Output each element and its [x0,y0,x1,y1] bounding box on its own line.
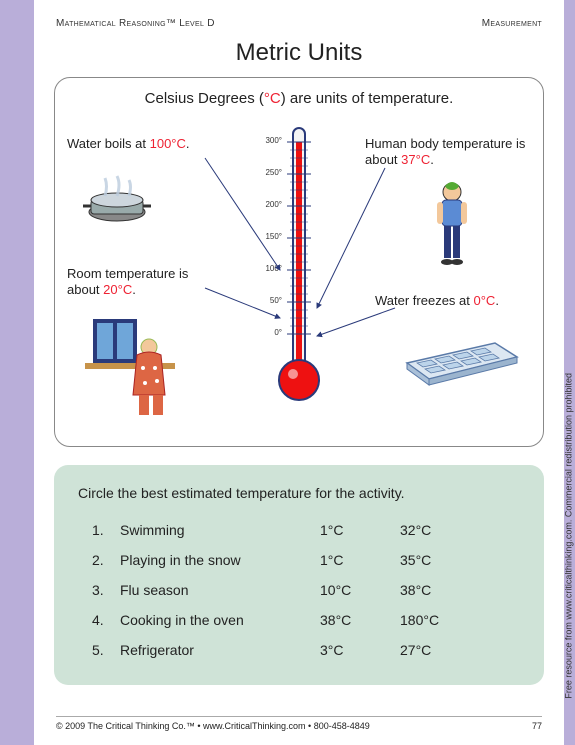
person-standing-icon [425,180,480,280]
info-panel: Celsius Degrees (°C) are units of temper… [54,77,544,447]
person-pajamas-icon [85,313,195,423]
row-opt-b[interactable]: 38°C [400,582,480,598]
tick-150: 150° [262,232,282,241]
thermometer: 300° 250° 200° 150° 100° 50° 0° [264,122,334,427]
label-boil: Water boils at 100°C. [67,136,227,152]
row-num: 3. [92,582,120,598]
row-opt-b[interactable]: 27°C [400,642,480,658]
footer-page: 77 [532,721,542,731]
tick-300: 300° [262,136,282,145]
row-num: 5. [92,642,120,658]
row-opt-a[interactable]: 3°C [320,642,400,658]
tick-100: 100° [262,264,282,273]
row-num: 2. [92,552,120,568]
worksheet-page: Mathematical Reasoning™ Level D Measurem… [34,0,564,745]
row-opt-a[interactable]: 10°C [320,582,400,598]
question-row: 2.Playing in the snow1°C35°C [78,545,520,575]
question-row: 5.Refrigerator3°C27°C [78,635,520,665]
label-room: Room temperature is about 20°C. [67,266,217,299]
row-opt-a[interactable]: 38°C [320,612,400,628]
header-left: Mathematical Reasoning™ Level D [56,18,215,29]
ice-tray-icon [395,323,525,393]
row-activity: Cooking in the oven [120,612,320,628]
label-body: Human body temperature is about 37°C. [365,136,535,169]
row-num: 1. [92,522,120,538]
question-row: 4.Cooking in the oven38°C180°C [78,605,520,635]
row-activity: Swimming [120,522,320,538]
row-opt-b[interactable]: 35°C [400,552,480,568]
row-activity: Refrigerator [120,642,320,658]
footer-left: © 2009 The Critical Thinking Co.™ • www.… [56,721,370,731]
tick-250: 250° [262,168,282,177]
question-panel: Circle the best estimated temperature fo… [54,465,544,685]
tick-0: 0° [262,328,282,337]
row-opt-a[interactable]: 1°C [320,552,400,568]
row-num: 4. [92,612,120,628]
tick-200: 200° [262,200,282,209]
tick-50: 50° [262,296,282,305]
footer: © 2009 The Critical Thinking Co.™ • www.… [56,716,542,731]
question-rows: 1.Swimming1°C32°C2.Playing in the snow1°… [78,515,520,665]
intro-text: Celsius Degrees (°C) are units of temper… [67,90,531,107]
header-bar: Mathematical Reasoning™ Level D Measurem… [34,0,564,33]
row-opt-b[interactable]: 180°C [400,612,480,628]
row-opt-b[interactable]: 32°C [400,522,480,538]
header-right: Measurement [482,18,542,29]
question-prompt: Circle the best estimated temperature fo… [78,485,520,501]
label-freeze: Water freezes at 0°C. [375,293,535,309]
question-row: 1.Swimming1°C32°C [78,515,520,545]
row-activity: Playing in the snow [120,552,320,568]
row-opt-a[interactable]: 1°C [320,522,400,538]
side-caption: Free resource from www.criticalthinking.… [564,373,574,699]
row-activity: Flu season [120,582,320,598]
page-title: Metric Units [34,39,564,67]
question-row: 3.Flu season10°C38°C [78,575,520,605]
pot-icon [77,168,157,228]
